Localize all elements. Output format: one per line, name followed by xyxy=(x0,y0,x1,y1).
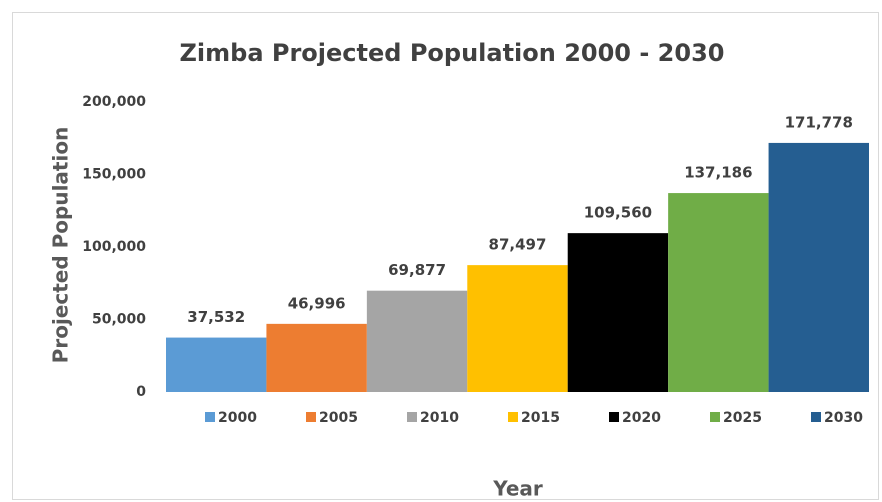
legend-swatch xyxy=(609,412,619,422)
legend-label: 2015 xyxy=(521,410,560,426)
y-tick-label: 100,000 xyxy=(82,239,146,255)
bar xyxy=(467,265,568,392)
bar xyxy=(668,193,769,392)
value-label: 109,560 xyxy=(584,204,652,222)
value-label: 37,532 xyxy=(187,308,245,326)
legend-label: 2020 xyxy=(622,410,661,426)
y-tick-label: 150,000 xyxy=(82,167,146,183)
legend-label: 2025 xyxy=(723,410,762,426)
legend-label: 2005 xyxy=(319,410,358,426)
value-label: 87,497 xyxy=(489,236,547,254)
chart-title: Zimba Projected Population 2000 - 2030 xyxy=(180,39,725,67)
y-tick-label: 0 xyxy=(136,384,146,400)
legend-swatch xyxy=(205,412,215,422)
bar xyxy=(768,142,869,392)
value-label: 171,778 xyxy=(785,113,853,131)
legend-swatch xyxy=(710,412,720,422)
bar xyxy=(366,290,468,392)
y-tick-label: 200,000 xyxy=(82,94,146,110)
x-axis-title: Year xyxy=(492,477,543,501)
bar xyxy=(266,323,367,392)
legend-swatch xyxy=(306,412,316,422)
legend-swatch xyxy=(407,412,417,422)
value-label: 46,996 xyxy=(288,294,346,312)
y-tick-label: 50,000 xyxy=(92,312,146,328)
bar xyxy=(166,337,267,392)
value-label: 69,877 xyxy=(388,261,446,279)
legend-label: 2000 xyxy=(218,410,257,426)
legend-swatch xyxy=(811,412,821,422)
bar xyxy=(567,233,669,392)
legend-label: 2030 xyxy=(824,410,863,426)
y-axis-title: Projected Population xyxy=(49,127,73,364)
legend-label: 2010 xyxy=(420,410,459,426)
legend-swatch xyxy=(508,412,518,422)
value-label: 137,186 xyxy=(684,164,752,182)
